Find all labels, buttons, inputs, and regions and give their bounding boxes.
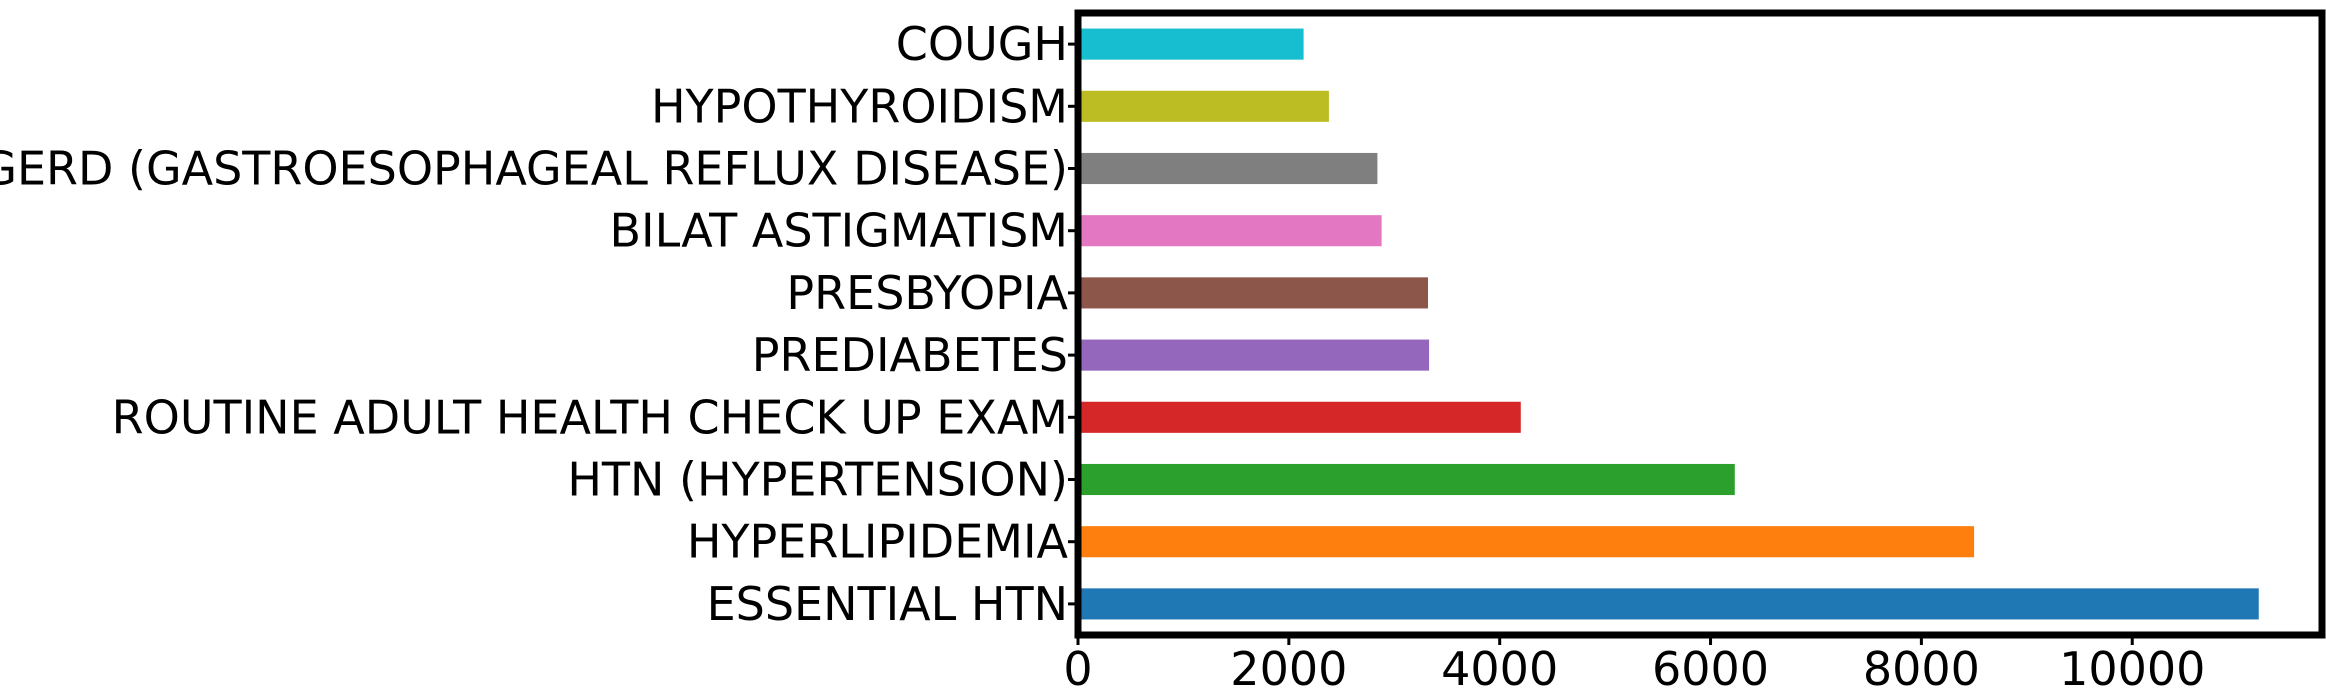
y-tick-label: ROUTINE ADULT HEALTH CHECK UP EXAM — [112, 390, 1068, 444]
bar-hyperlipidemia — [1078, 526, 1975, 558]
y-tick-label: GERD (GASTROESOPHAGEAL REFLUX DISEASE) — [0, 142, 1068, 196]
x-tick-label: 6000 — [1652, 642, 1769, 692]
bar-gerd-gastroesophageal-reflux-disease — [1078, 152, 1378, 185]
x-tick-label: 4000 — [1441, 642, 1558, 692]
bar-cough — [1078, 28, 1304, 60]
y-tick-label: HYPERLIPIDEMIA — [687, 515, 1069, 569]
y-tick-label: HTN (HYPERTENSION) — [567, 453, 1068, 507]
bar-routine-adult-health-check-up-exam — [1078, 401, 1521, 433]
y-tick-label: COUGH — [896, 17, 1068, 71]
bars-group — [1078, 28, 2259, 620]
x-axis-ticks: 0 2000 4000 6000 8000 10000 — [1063, 635, 2205, 692]
bar-prediabetes — [1078, 339, 1430, 371]
x-tick-label: 8000 — [1863, 642, 1980, 692]
y-tick-label: PRESBYOPIA — [786, 266, 1068, 320]
y-axis-ticks: ESSENTIAL HTN HYPERLIPIDEMIA HTN (HYPERTEN… — [0, 17, 1078, 631]
bar-presbyopia — [1078, 277, 1429, 309]
plot-frame — [1074, 9, 2326, 639]
x-tick-label: 0 — [1063, 642, 1092, 692]
bar-bilat-astigmatism — [1078, 215, 1382, 247]
bar-htn-hypertension — [1078, 463, 1735, 496]
y-tick-label: PREDIABETES — [752, 328, 1068, 382]
y-tick-label: HYPOTHYROIDISM — [651, 79, 1068, 133]
x-tick-label: 2000 — [1230, 642, 1347, 692]
y-tick-label: BILAT ASTIGMATISM — [609, 204, 1068, 258]
y-tick-label: ESSENTIAL HTN — [707, 577, 1068, 631]
x-tick-label: 10000 — [2059, 642, 2205, 692]
bar-essential-htn — [1078, 588, 2259, 620]
bar-hypothyroidism — [1078, 90, 1329, 122]
